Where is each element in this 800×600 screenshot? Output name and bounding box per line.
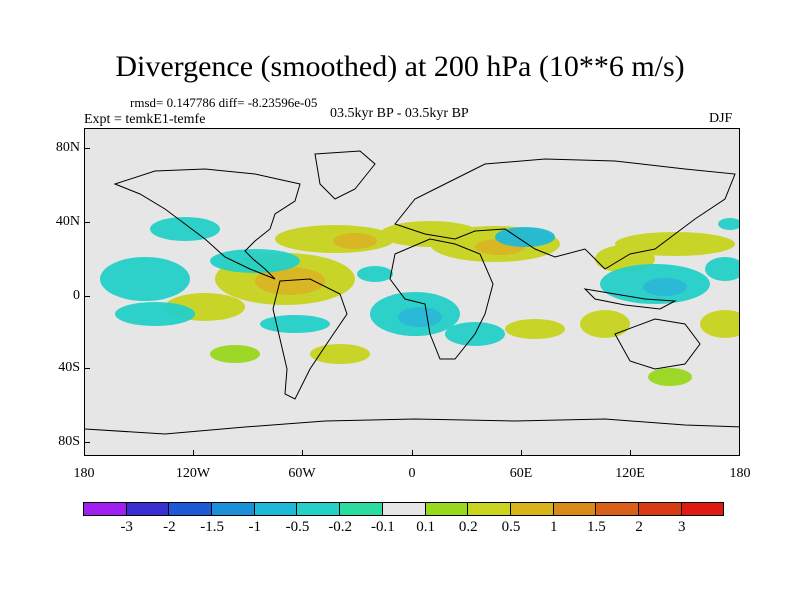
lon-tick bbox=[521, 450, 522, 456]
colorbar-label: 1.5 bbox=[587, 519, 606, 535]
colorbar-label: 3 bbox=[678, 519, 686, 535]
colorbar-swatch bbox=[339, 502, 383, 516]
lon-tick bbox=[302, 450, 303, 456]
coastline-north-america bbox=[113, 168, 301, 280]
blob bbox=[115, 302, 195, 326]
colorbar-swatch bbox=[125, 502, 170, 516]
blob bbox=[615, 232, 735, 256]
coastline-africa bbox=[389, 238, 494, 360]
blob bbox=[580, 310, 630, 338]
blob bbox=[150, 217, 220, 241]
colorbar-label: -2 bbox=[163, 519, 176, 535]
colorbar-label: 0.2 bbox=[458, 519, 478, 535]
colorbar-label: 2 bbox=[635, 519, 643, 535]
colorbar-label: 0.1 bbox=[416, 519, 435, 535]
blob bbox=[398, 307, 442, 327]
colorbar-swatch bbox=[509, 502, 554, 516]
coastline-eurasia bbox=[394, 158, 736, 270]
lon-tick bbox=[193, 450, 194, 456]
season-label: DJF bbox=[709, 111, 733, 126]
blob bbox=[100, 257, 190, 301]
plot-title: Divergence (smoothed) at 200 hPa (10**6 … bbox=[115, 50, 685, 83]
colorbar-label: -3 bbox=[120, 519, 133, 535]
blob bbox=[210, 345, 260, 363]
blob bbox=[495, 227, 555, 247]
lat-tick bbox=[84, 296, 90, 297]
colorbar-swatch bbox=[552, 502, 597, 516]
coastline-greenland bbox=[314, 150, 376, 200]
lat-label-40n: 40N bbox=[55, 214, 80, 229]
lon-label-120w: 120W bbox=[175, 466, 211, 481]
map-canvas bbox=[85, 150, 739, 435]
blob bbox=[700, 310, 739, 338]
colorbar-swatch bbox=[467, 502, 511, 516]
lat-tick bbox=[84, 442, 90, 443]
lat-tick bbox=[84, 222, 90, 223]
blob bbox=[255, 267, 325, 295]
colorbar-swatch bbox=[424, 502, 469, 516]
experiment-label: Expt = temkE1-temfe bbox=[84, 112, 206, 127]
coastline-indonesia bbox=[583, 288, 677, 310]
colorbar-swatch bbox=[680, 502, 725, 516]
lon-label-0: 0 bbox=[408, 466, 416, 481]
colorbar-swatch bbox=[381, 502, 426, 516]
lon-tick bbox=[412, 450, 413, 456]
coastline-south-america bbox=[272, 278, 348, 400]
stats-line: rmsd= 0.147786 diff= -8.23596e-05 bbox=[130, 95, 318, 110]
colorbar-label: -1 bbox=[248, 519, 262, 535]
lon-label-60e: 60E bbox=[509, 466, 533, 481]
colorbar-swatch bbox=[595, 502, 639, 516]
blob bbox=[310, 344, 370, 364]
blob bbox=[643, 278, 687, 296]
blob bbox=[260, 315, 330, 333]
colorbar-swatch bbox=[637, 502, 682, 516]
blob bbox=[357, 266, 393, 282]
lat-label-0: 0 bbox=[73, 288, 80, 303]
map-panel bbox=[84, 128, 740, 456]
blob bbox=[505, 319, 565, 339]
colorbar-swatch bbox=[211, 502, 255, 516]
lon-label-60w: 60W bbox=[288, 466, 316, 481]
coastlines bbox=[85, 150, 739, 435]
lat-label-40s: 40S bbox=[58, 360, 80, 375]
lon-label-180w: 180 bbox=[73, 466, 95, 481]
colorbar-label: -0.5 bbox=[285, 519, 310, 535]
colorbar-label: -0.2 bbox=[328, 519, 353, 535]
blob bbox=[718, 218, 739, 230]
blob bbox=[705, 257, 739, 281]
lon-label-120e: 120E bbox=[615, 466, 645, 481]
colorbar-swatch bbox=[253, 502, 298, 516]
colorbar bbox=[83, 502, 725, 516]
lat-label-80s: 80S bbox=[58, 434, 80, 449]
blob bbox=[333, 233, 377, 249]
colorbar-swatch bbox=[296, 502, 341, 516]
lat-tick bbox=[84, 368, 90, 369]
coastline-australia bbox=[614, 318, 701, 370]
colorbar-label: -0.1 bbox=[371, 519, 395, 535]
colorbar-label: 0.5 bbox=[501, 519, 521, 535]
colorbar-label: 1 bbox=[549, 519, 558, 535]
lat-label-80n: 80N bbox=[55, 140, 80, 155]
colorbar-label: -1.5 bbox=[200, 519, 224, 535]
negative-divergence-areas bbox=[100, 217, 739, 346]
blob bbox=[648, 368, 692, 386]
lon-label-180e: 180 bbox=[729, 466, 751, 481]
lat-tick bbox=[84, 148, 90, 149]
period-label: 03.5kyr BP - 03.5kyr BP bbox=[330, 106, 469, 121]
lon-tick bbox=[630, 450, 631, 456]
colorbar-swatch bbox=[83, 502, 127, 516]
coastline-antarctica bbox=[85, 418, 739, 435]
colorbar-swatch bbox=[168, 502, 213, 516]
